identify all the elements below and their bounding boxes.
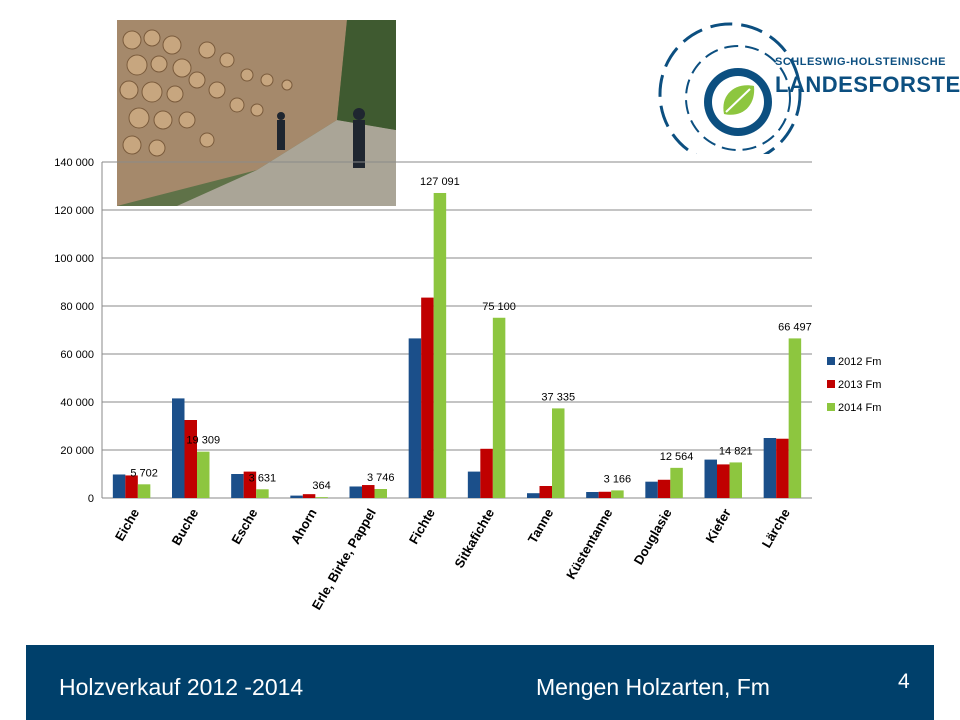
bar-2014-fm (788, 338, 802, 498)
bar-2013-fm (243, 471, 257, 498)
bar-2013-fm (776, 438, 789, 498)
bar-2014-fm (315, 497, 328, 498)
x-tick-label: Fichte (406, 506, 438, 547)
bar-2013-fm (362, 485, 375, 498)
bar-2012-fm (112, 474, 126, 498)
bar-2012-fm (467, 471, 481, 498)
x-tick-label: Kiefer (702, 506, 733, 545)
bar-2012-fm (290, 495, 303, 498)
legend-label: 2012 Fm (838, 356, 881, 368)
bar-2012-fm (172, 398, 185, 498)
y-tick-label: 120 000 (54, 205, 94, 217)
bar-2012-fm (408, 338, 422, 498)
species-volume-chart: 5 702 19 309 3 631 364 3 746 127 091 75 100 37 … (54, 157, 881, 612)
x-tick-label: Sitkafichte (451, 506, 497, 570)
footer-title: Holzverkauf 2012 -2014 (59, 674, 304, 700)
bar-2013-fm (125, 475, 138, 498)
bar-2014-fm (197, 451, 210, 498)
bar-2012-fm (704, 459, 717, 498)
bar-2013-fm (302, 494, 316, 498)
log-pile-photo (117, 20, 396, 206)
data-label: 3 746 (367, 472, 395, 484)
bar-2012-fm (586, 492, 599, 498)
bar-2014-fm (611, 490, 624, 498)
y-tick-label: 140 000 (54, 157, 94, 169)
y-tick-label: 0 (88, 493, 94, 505)
legend-label: 2014 Fm (838, 402, 881, 414)
data-label: 364 (312, 480, 330, 492)
bar-2012-fm (763, 438, 777, 498)
x-tick-label: Esche (228, 506, 260, 547)
bar-2013-fm (657, 479, 671, 498)
data-label: 3 166 (604, 473, 632, 485)
legend-label: 2013 Fm (838, 379, 881, 391)
bar-2013-fm (717, 464, 730, 498)
landesforsten-logo: SCHLESWIG-HOLSTEINISCHE LANDESFORSTEN (650, 14, 960, 166)
data-label: 3 631 (249, 472, 277, 484)
legend-swatch (827, 380, 835, 388)
x-tick-label: Ahorn (288, 506, 320, 547)
y-tick-label: 100 000 (54, 253, 94, 265)
bar-2013-fm (421, 297, 434, 498)
bar-2013-fm (184, 420, 197, 498)
footer-subtitle: Mengen Holzarten, Fm (536, 674, 770, 700)
bar-2013-fm (480, 448, 493, 498)
logo-line-1: SCHLESWIG-HOLSTEINISCHE (775, 56, 947, 68)
x-tick-label: Douglasie (631, 506, 675, 567)
y-tick-label: 60 000 (60, 349, 94, 361)
x-tick-label: Eiche (112, 506, 142, 544)
bar-2012-fm (349, 486, 362, 498)
x-tick-label: Erle, Birke, Pappel (309, 506, 379, 612)
footer-bar: Holzverkauf 2012 -2014 Mengen Holzarten,… (26, 645, 934, 720)
data-label: 37 335 (541, 391, 575, 403)
bar-2013-fm (598, 491, 612, 498)
x-tick-label: Tanne (525, 506, 557, 546)
data-label: 14 821 (719, 445, 753, 457)
bar-2014-fm (433, 192, 447, 498)
data-label: 127 091 (420, 176, 460, 188)
data-label: 75 100 (482, 301, 516, 313)
y-tick-label: 40 000 (60, 397, 94, 409)
y-tick-label: 80 000 (60, 301, 94, 313)
bar-2014-fm (137, 484, 151, 498)
bar-2014-fm (256, 489, 269, 498)
bar-2014-fm (374, 489, 387, 498)
bar-2012-fm (527, 493, 540, 498)
data-label: 12 564 (660, 451, 694, 463)
bar-2014-fm (670, 467, 683, 498)
legend-swatch (827, 357, 835, 365)
page-number: 4 (898, 670, 910, 693)
x-tick-label: Buche (168, 506, 201, 548)
bar-2012-fm (645, 481, 658, 498)
logo-line-2: LANDESFORSTEN (775, 72, 960, 97)
bar-2012-fm (231, 474, 244, 498)
data-label: 66 497 (778, 321, 812, 333)
bar-2013-fm (539, 486, 552, 498)
bar-2014-fm (552, 408, 565, 498)
x-tick-label: Küstentanne (563, 506, 615, 582)
data-label: 19 309 (186, 435, 220, 447)
y-tick-label: 20 000 (60, 445, 94, 457)
legend-swatch (827, 403, 835, 411)
data-label: 5 702 (130, 467, 158, 479)
bar-2014-fm (729, 462, 742, 498)
bar-2014-fm (492, 317, 506, 498)
x-tick-label: Lärche (759, 506, 793, 550)
